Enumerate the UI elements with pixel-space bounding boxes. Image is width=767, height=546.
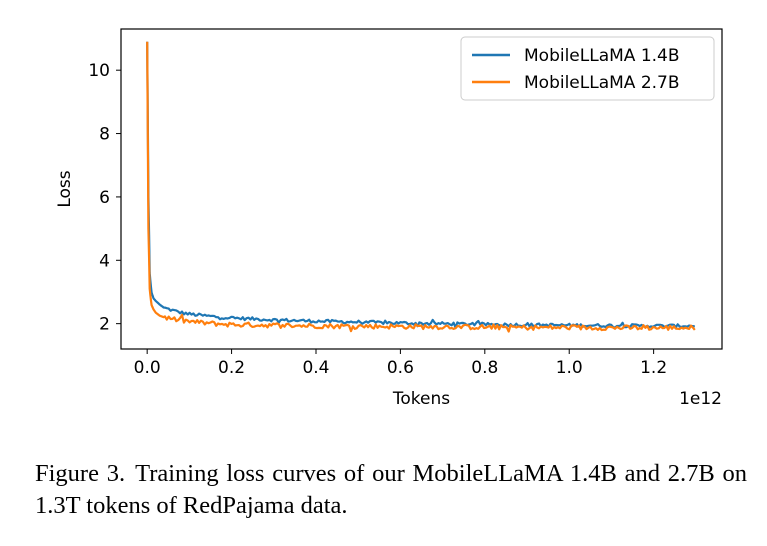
x-tick-label: 0.2 (218, 358, 245, 378)
y-tick-label: 6 (99, 188, 110, 208)
x-tick-label: 1.2 (640, 358, 667, 378)
y-tick-label: 2 (99, 315, 110, 335)
series-layer (146, 41, 696, 333)
legend: MobileLLaMA 1.4B MobileLLaMA 2.7B (460, 36, 715, 101)
loss-chart: 0.0 0.2 0.4 0.6 0.8 1.0 1.2 2 4 6 8 10 Tokens Loss… (55, 28, 723, 409)
y-axis-label: Loss (55, 170, 75, 207)
y-tick-label: 10 (88, 61, 110, 81)
x-tick-label: 0.4 (302, 358, 329, 378)
caption-label: Figure 3. (35, 460, 126, 487)
y-tick-label: 8 (99, 125, 110, 145)
x-tick-label: 0.0 (134, 358, 161, 378)
series-line-1-4b (146, 41, 696, 329)
legend-label: MobileLLaMA 2.7B (524, 73, 680, 93)
x-axis-ticks: 0.0 0.2 0.4 0.6 0.8 1.0 1.2 (134, 349, 667, 378)
x-axis-offset-label: 1e12 (679, 389, 722, 409)
legend-label: MobileLLaMA 1.4B (524, 46, 680, 66)
x-tick-label: 0.6 (387, 358, 414, 378)
plot-frame (120, 28, 723, 350)
caption-text: Training loss curves of our MobileLLaMA … (35, 460, 747, 519)
legend-box (460, 36, 715, 101)
y-tick-label: 4 (99, 251, 110, 271)
series-line-2-7b (146, 41, 696, 333)
x-tick-label: 1.0 (556, 358, 583, 378)
y-axis-ticks: 2 4 6 8 10 (88, 61, 121, 335)
x-axis-label: Tokens (392, 389, 450, 409)
x-tick-label: 0.8 (471, 358, 498, 378)
figure-caption: Figure 3. Training loss curves of our Mob… (35, 458, 747, 522)
